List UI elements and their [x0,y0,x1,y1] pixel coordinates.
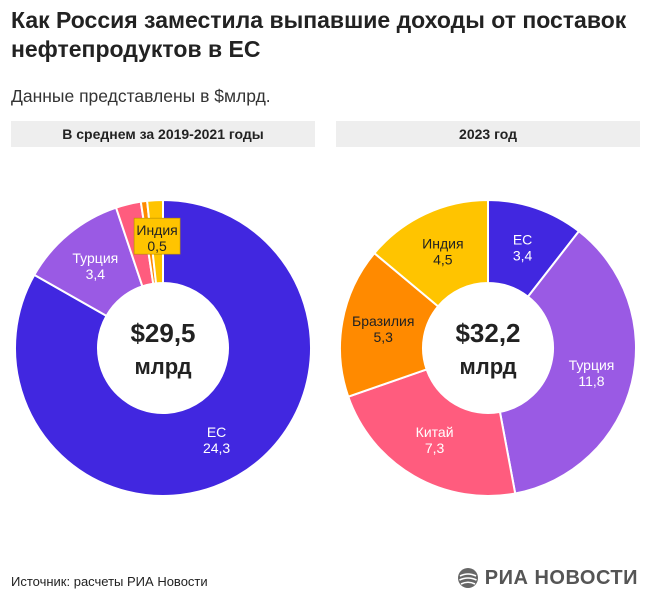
page-title: Как Россия заместила выпавшие доходы от … [11,7,627,62]
slice-value-ес: 24,3 [203,440,230,456]
slice-турция [498,229,637,495]
page-subtitle: Данные представлены в $млрд. [11,86,271,106]
center-total: $32,2 [455,318,520,348]
chart-title-2023: 2023 год [336,121,640,147]
slice-value-турция: 11,8 [578,373,604,389]
center-total: $29,5 [130,318,195,348]
slice-value-индия: 0,5 [147,238,167,254]
center-unit: млрд [134,354,191,379]
slice-китай [346,368,517,497]
slice-label-китай: Китай [416,424,454,440]
slice-value-китай: 7,3 [425,440,445,456]
slice-label-ес: ЕС [513,231,532,247]
ria-logo-text: РИА НОВОСТИ [484,566,638,589]
slice-индия [372,198,489,308]
slice-label-индия: Индия [422,236,463,252]
slice-label-ес: ЕС [207,424,226,440]
slice-value-турция: 3,4 [86,266,106,282]
slice-value-ес: 3,4 [513,247,533,263]
slice-label-турция: Турция [72,250,118,266]
slice-label-турция: Турция [569,357,615,373]
chart-title-2019-2021: В среднем за 2019-2021 годы [11,121,315,147]
ria-logo: РИА НОВОСТИ [457,566,638,590]
center-unit: млрд [459,354,516,379]
slice-label-индия: Индия [136,222,177,238]
ria-globe-icon [457,568,478,588]
slice-value-индия: 4,5 [433,252,453,268]
source-note: Источник: расчеты РИА Новости [11,574,208,589]
slice-value-бразилия: 5,3 [373,329,393,345]
label-bg-индия [133,217,181,255]
slice-ес [14,198,312,497]
slice-бразилия [339,251,440,399]
slice-label-бразилия: Бразилия [352,313,414,329]
